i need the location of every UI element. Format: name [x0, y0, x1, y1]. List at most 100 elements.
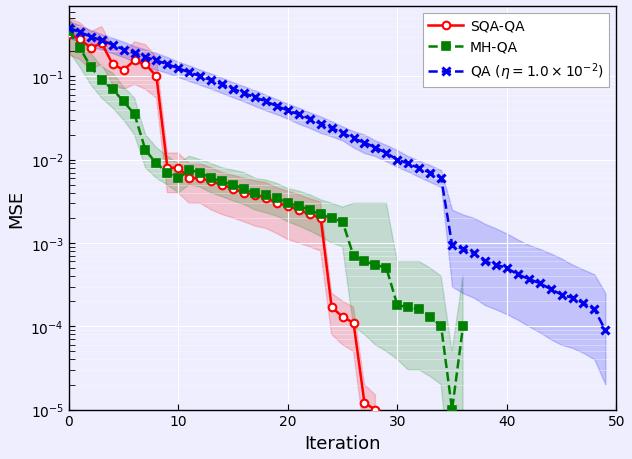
QA ($\eta = 1.0 \times 10^{-2}$): [372, 146, 379, 151]
SQA-QA: [240, 190, 248, 196]
SQA-QA: [317, 216, 324, 221]
QA ($\eta = 1.0 \times 10^{-2}$): [339, 131, 346, 136]
QA ($\eta = 1.0 \times 10^{-2}$): [394, 157, 401, 163]
SQA-QA: [262, 196, 270, 201]
MH-QA: [459, 324, 467, 330]
QA ($\eta = 1.0 \times 10^{-2}$): [580, 301, 587, 306]
QA ($\eta = 1.0 \times 10^{-2}$): [87, 35, 95, 40]
SQA-QA: [131, 59, 138, 64]
SQA-QA: [87, 46, 95, 51]
QA ($\eta = 1.0 \times 10^{-2}$): [229, 87, 237, 92]
MH-QA: [142, 148, 149, 154]
MH-QA: [427, 314, 434, 320]
SQA-QA: [361, 400, 368, 406]
SQA-QA: [229, 186, 237, 192]
SQA-QA: [109, 62, 116, 68]
QA ($\eta = 1.0 \times 10^{-2}$): [186, 70, 193, 76]
QA ($\eta = 1.0 \times 10^{-2}$): [525, 277, 533, 282]
QA ($\eta = 1.0 \times 10^{-2}$): [427, 170, 434, 176]
MH-QA: [361, 259, 368, 265]
MH-QA: [448, 407, 456, 413]
QA ($\eta = 1.0 \times 10^{-2}$): [536, 281, 544, 286]
MH-QA: [404, 305, 412, 310]
QA ($\eta = 1.0 \times 10^{-2}$): [109, 43, 116, 48]
MH-QA: [174, 176, 182, 181]
SQA-QA: [372, 407, 379, 413]
MH-QA: [284, 201, 291, 207]
MH-QA: [186, 168, 193, 174]
X-axis label: Iteration: Iteration: [305, 434, 381, 452]
Line: MH-QA: MH-QA: [65, 28, 467, 414]
QA ($\eta = 1.0 \times 10^{-2}$): [404, 162, 412, 167]
MH-QA: [273, 196, 281, 201]
MH-QA: [372, 262, 379, 268]
MH-QA: [218, 179, 226, 185]
SQA-QA: [306, 212, 313, 218]
SQA-QA: [164, 166, 171, 171]
QA ($\eta = 1.0 \times 10^{-2}$): [142, 55, 149, 61]
MH-QA: [415, 307, 423, 313]
QA ($\eta = 1.0 \times 10^{-2}$): [174, 67, 182, 72]
QA ($\eta = 1.0 \times 10^{-2}$): [197, 74, 204, 80]
QA ($\eta = 1.0 \times 10^{-2}$): [448, 242, 456, 248]
MH-QA: [349, 253, 357, 259]
QA ($\eta = 1.0 \times 10^{-2}$): [317, 122, 324, 127]
QA ($\eta = 1.0 \times 10^{-2}$): [591, 307, 599, 313]
QA ($\eta = 1.0 \times 10^{-2}$): [459, 246, 467, 252]
MH-QA: [153, 162, 161, 167]
SQA-QA: [65, 33, 73, 38]
MH-QA: [339, 219, 346, 225]
QA ($\eta = 1.0 \times 10^{-2}$): [328, 126, 336, 131]
MH-QA: [131, 112, 138, 118]
MH-QA: [229, 183, 237, 188]
QA ($\eta = 1.0 \times 10^{-2}$): [470, 251, 478, 257]
SQA-QA: [153, 74, 161, 80]
SQA-QA: [174, 166, 182, 171]
QA ($\eta = 1.0 \times 10^{-2}$): [503, 266, 511, 271]
MH-QA: [251, 190, 258, 196]
MH-QA: [120, 100, 128, 105]
QA ($\eta = 1.0 \times 10^{-2}$): [131, 51, 138, 57]
QA ($\eta = 1.0 \times 10^{-2}$): [295, 112, 303, 118]
QA ($\eta = 1.0 \times 10^{-2}$): [65, 26, 73, 32]
MH-QA: [317, 212, 324, 218]
QA ($\eta = 1.0 \times 10^{-2}$): [273, 104, 281, 110]
QA ($\eta = 1.0 \times 10^{-2}$): [481, 259, 489, 265]
MH-QA: [394, 302, 401, 308]
MH-QA: [109, 87, 116, 93]
QA ($\eta = 1.0 \times 10^{-2}$): [547, 287, 554, 292]
SQA-QA: [98, 41, 106, 47]
QA ($\eta = 1.0 \times 10^{-2}$): [514, 272, 521, 278]
SQA-QA: [273, 201, 281, 207]
QA ($\eta = 1.0 \times 10^{-2}$): [153, 59, 161, 64]
SQA-QA: [120, 68, 128, 73]
SQA-QA: [284, 203, 291, 209]
MH-QA: [437, 324, 445, 330]
MH-QA: [87, 65, 95, 71]
QA ($\eta = 1.0 \times 10^{-2}$): [349, 136, 357, 142]
SQA-QA: [295, 207, 303, 213]
MH-QA: [197, 170, 204, 176]
MH-QA: [240, 186, 248, 192]
MH-QA: [328, 216, 336, 221]
MH-QA: [262, 192, 270, 198]
QA ($\eta = 1.0 \times 10^{-2}$): [361, 140, 368, 146]
SQA-QA: [251, 192, 258, 198]
QA ($\eta = 1.0 \times 10^{-2}$): [602, 328, 609, 333]
MH-QA: [306, 207, 313, 213]
MH-QA: [76, 46, 83, 51]
SQA-QA: [218, 183, 226, 188]
QA ($\eta = 1.0 \times 10^{-2}$): [76, 30, 83, 36]
Legend: SQA-QA, MH-QA, QA ($\eta = 1.0 \times 10^{-2}$): SQA-QA, MH-QA, QA ($\eta = 1.0 \times 10…: [423, 14, 609, 88]
QA ($\eta = 1.0 \times 10^{-2}$): [306, 117, 313, 122]
SQA-QA: [76, 37, 83, 43]
QA ($\eta = 1.0 \times 10^{-2}$): [415, 166, 423, 172]
MH-QA: [207, 176, 215, 181]
MH-QA: [295, 203, 303, 209]
QA ($\eta = 1.0 \times 10^{-2}$): [164, 62, 171, 68]
SQA-QA: [142, 62, 149, 68]
SQA-QA: [328, 305, 336, 310]
QA ($\eta = 1.0 \times 10^{-2}$): [251, 95, 258, 101]
QA ($\eta = 1.0 \times 10^{-2}$): [492, 262, 500, 268]
QA ($\eta = 1.0 \times 10^{-2}$): [218, 83, 226, 88]
